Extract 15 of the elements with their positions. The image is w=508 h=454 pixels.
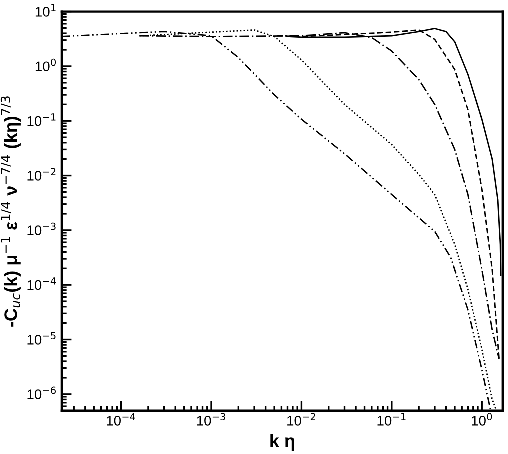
y-tick-label: 10$^{1}$	[36, 4, 56, 17]
x-tick-label: 10$^{−2}$	[288, 413, 316, 426]
y-tick-label: 10$^{−6}$	[28, 386, 56, 400]
y-tick-label: 10$^{−3}$	[28, 222, 56, 236]
x-tick-label: 10$^{−1}$	[378, 413, 406, 426]
text: -C$_{uc}$(k) μ$^{−1}$ ε$^{1/4}$ ν$^{−7/4}$ (kη)$^{7/3}$	[0, 96, 21, 327]
x-tick-label: 10$^{−4}$	[107, 413, 136, 426]
y-tick-label: 10$^{−5}$	[28, 332, 56, 345]
y-tick-label: 10$^{0}$	[36, 58, 56, 72]
x-tick-label: 10$^{0}$	[472, 413, 492, 426]
y-tick-label: 10$^{−1}$	[28, 114, 56, 126]
x-axis-title: k η	[270, 434, 294, 452]
y-tick-label: 10$^{−2}$	[28, 168, 56, 181]
x-tick-label: 10$^{−3}$	[197, 413, 226, 426]
y-tick-label: 10$^{−4}$	[28, 278, 56, 290]
